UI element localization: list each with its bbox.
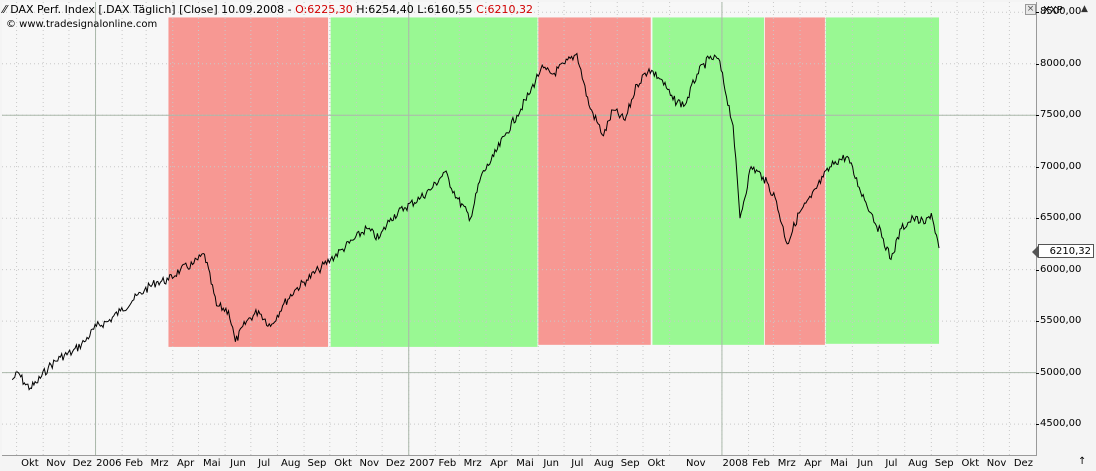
instrument-title: DAX Perf. Index [.DAX Täglich] [Close] 1… (10, 3, 296, 16)
x-tick-label: Nov (986, 458, 1007, 469)
y-axis[interactable]: XXP ▲ 4500,00 5000,00 5500,00 6000,00 6500,0… (1035, 2, 1096, 455)
open-value: O:6225,30 (295, 3, 353, 16)
x-tick-label: Mai (203, 458, 221, 469)
x-tick-label: Apr (176, 458, 195, 469)
x-tick-label: Feb (752, 458, 770, 469)
x-tick-label: Nov (359, 458, 380, 469)
zone-up-5 (825, 17, 940, 344)
x-tick-label: Nov (686, 458, 706, 469)
close-button[interactable]: × (1025, 4, 1036, 15)
y-tick-label: 5500,00 (1035, 315, 1082, 327)
x-tick-label: Feb (125, 458, 143, 469)
x-tick-label: Mrz (777, 458, 796, 469)
plot-area[interactable] (2, 2, 1037, 456)
y-tick-label: 6500,00 (1035, 212, 1082, 224)
x-tick-label: Okt (647, 458, 666, 469)
x-tick-label: Okt (21, 458, 39, 469)
x-tick-label: Sep (307, 458, 327, 469)
zone-down-4 (764, 17, 825, 345)
high-value: H:6254,40 (356, 3, 414, 16)
y-tick-label: 5000,00 (1035, 366, 1082, 378)
x-tick-label: Jun (857, 458, 874, 469)
scroll-arrow-icon[interactable]: ↑ (1078, 456, 1087, 467)
x-tick-label: Jun (230, 458, 246, 469)
x-tick-label: Aug (908, 458, 928, 469)
x-tick-label: Jul (258, 458, 271, 469)
x-tick-label: 2007 (409, 458, 435, 469)
x-tick-label: Okt (961, 458, 980, 469)
x-tick-label: Apr (804, 458, 822, 469)
x-tick-label: Aug (280, 458, 301, 469)
price-line (11, 52, 940, 391)
x-tick-label: Sep (620, 458, 640, 469)
x-axis[interactable]: Okt Nov Dez 2006 Feb Mrz Apr Mai Jun Jul Aug Sep Okt… (0, 456, 1096, 471)
x-tick-label: Dez (72, 458, 92, 469)
low-value: L:6160,55 (417, 3, 473, 16)
x-tick-label: Aug (594, 458, 614, 469)
x-tick-label: Nov (46, 458, 66, 469)
x-tick-label: Mrz (150, 458, 169, 469)
y-tick-label: 6000,00 (1035, 263, 1082, 275)
x-tick-label: Jul (571, 458, 584, 469)
chart-header: ⁄⁄ DAX Perf. Index [.DAX Täglich] [Close… (3, 3, 533, 16)
scroll-up-icon[interactable]: ▲ (1081, 4, 1088, 14)
zone-down-2 (538, 17, 651, 345)
x-tick-label: Dez (385, 458, 405, 469)
y-tick-label: 7000,00 (1035, 160, 1082, 172)
x-tick-label: Apr (490, 458, 508, 469)
y-tick-label: 8000,00 (1035, 57, 1082, 69)
x-tick-label: Sep (934, 458, 954, 469)
x-tick-label: Jun (543, 458, 559, 469)
chart-svg (2, 2, 1036, 455)
last-price-badge: 6210,32 (1032, 244, 1094, 258)
x-tick-label: Mai (516, 458, 534, 469)
x-tick-label: 2008 (722, 458, 748, 469)
x-tick-label: Okt (334, 458, 352, 469)
x-tick-label: Dez (1013, 458, 1033, 469)
x-tick-label: Mrz (463, 458, 482, 469)
x-tick-label: Mai (830, 458, 848, 469)
x-tick-label: Jul (885, 458, 898, 469)
y-tick-label: 7500,00 (1035, 109, 1082, 121)
close-value: C:6210,32 (476, 3, 533, 16)
copyright-text: © www.tradesignalonline.com (6, 19, 158, 30)
zone-down-0 (168, 17, 329, 347)
y-axis-title: XXP (1043, 5, 1063, 16)
x-tick-label: 2006 (96, 458, 122, 469)
zone-up-3 (652, 17, 764, 345)
y-tick-label: 8500,00 (1035, 6, 1082, 18)
chart-type-icon: ⁄⁄ (3, 3, 7, 16)
y-tick-label: 4500,00 (1035, 418, 1082, 430)
x-tick-label: Feb (438, 458, 457, 469)
